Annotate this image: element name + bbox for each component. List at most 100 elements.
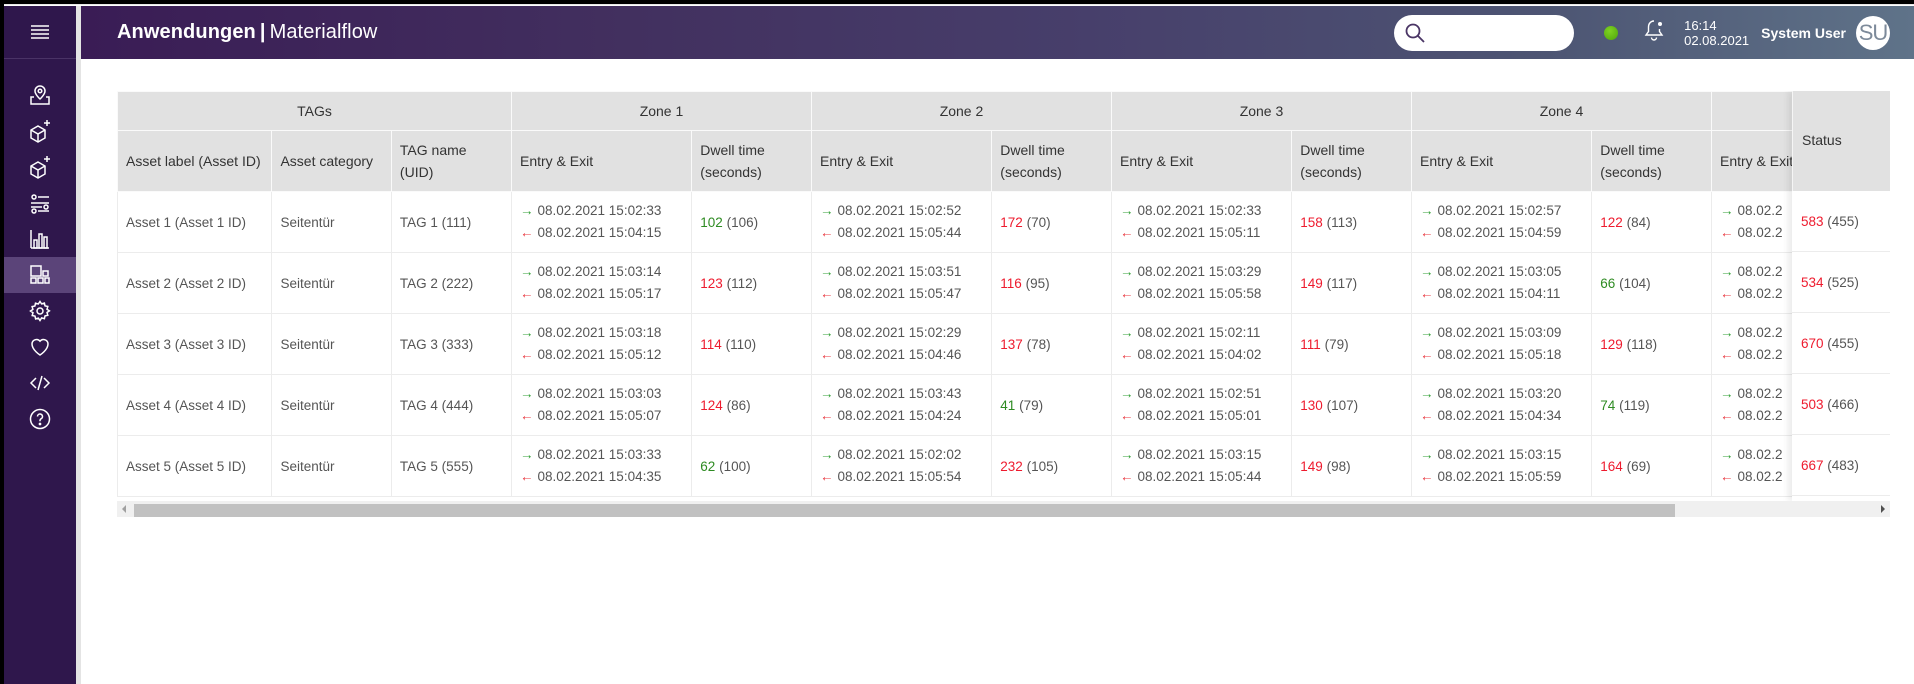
scroll-left-arrow-icon[interactable] xyxy=(122,505,126,513)
col-header-tag-name[interactable]: TAG name (UID) xyxy=(390,130,512,192)
cell-zone4-entry-exit: → 08.02.2021 15:02:57 ← 08.02.2021 15:04:59 xyxy=(1410,191,1593,253)
cell-zone4-dwell: 164 (69) xyxy=(1591,435,1712,497)
avatar[interactable]: SU xyxy=(1856,15,1890,50)
exit-time: ← 08.02.2021 15:05:54 xyxy=(820,466,983,488)
dwell-reference: (107) xyxy=(1326,397,1359,413)
column-header-row: Asset label (Asset ID) Asset category TA… xyxy=(117,130,1890,192)
sidebar-item-developer[interactable] xyxy=(4,365,76,401)
exit-arrow-icon: ← xyxy=(1419,225,1434,240)
sidebar-item-applications[interactable] xyxy=(4,257,76,293)
sidebar-item-filters[interactable] xyxy=(4,185,76,221)
menu-toggle-button[interactable] xyxy=(4,6,76,59)
notifications-button[interactable] xyxy=(1642,18,1666,47)
col-header-zone3-dwell[interactable]: Dwell time (seconds) xyxy=(1291,130,1412,192)
sidebar-nav xyxy=(4,77,76,437)
bell-icon xyxy=(1644,20,1664,41)
entry-time: → 08.02.2021 15:03:03 xyxy=(520,383,683,405)
dwell-header-line2: (seconds) xyxy=(1600,164,1662,180)
col-header-zone2-dwell[interactable]: Dwell time (seconds) xyxy=(991,130,1112,192)
cell-tag-name: TAG 1 (111) xyxy=(390,191,512,253)
sidebar-item-favorites[interactable] xyxy=(4,329,76,365)
exit-arrow-icon: ← xyxy=(1119,347,1134,362)
dwell-value: 137 xyxy=(1000,336,1023,352)
sidebar-item-settings[interactable] xyxy=(4,293,76,329)
dwell-reference: (78) xyxy=(1026,336,1051,352)
table-scroll-area[interactable]: TAGs Zone 1 Zone 2 Zone 3 Zone 4 Asset l… xyxy=(117,91,1890,501)
entry-arrow-icon: → xyxy=(1719,203,1734,218)
search-input[interactable] xyxy=(1432,24,1573,41)
sidebar-item-locations[interactable] xyxy=(4,77,76,113)
cell-zone1-dwell: 114 (110) xyxy=(691,313,812,375)
exit-timestamp: 08.02.2021 15:05:54 xyxy=(837,469,962,484)
dwell-value: 130 xyxy=(1300,397,1323,413)
bar-chart-icon xyxy=(30,230,49,249)
search-box[interactable] xyxy=(1394,14,1575,51)
status-value: 583 xyxy=(1801,213,1824,229)
cell-zone4-entry-exit: → 08.02.2021 15:03:15 ← 08.02.2021 15:05:59 xyxy=(1410,435,1593,497)
col-header-zone4-entry-exit[interactable]: Entry & Exit xyxy=(1410,130,1593,192)
sidebar-item-add-asset[interactable] xyxy=(4,113,76,149)
sidebar-item-add-tag[interactable] xyxy=(4,149,76,185)
cell-zone3-entry-exit: → 08.02.2021 15:02:33 ← 08.02.2021 15:05:11 xyxy=(1110,191,1293,253)
cell-zone1-entry-exit: → 08.02.2021 15:03:14 ← 08.02.2021 15:05:17 xyxy=(510,252,693,314)
entry-time: → 08.02.2021 15:02:51 xyxy=(1120,383,1283,405)
col-header-asset-label[interactable]: Asset label (Asset ID) xyxy=(117,130,273,192)
exit-arrow-icon: ← xyxy=(819,225,834,240)
entry-arrow-icon: → xyxy=(1719,264,1734,279)
app-window: Anwendungen | Materialflow 16:14 02.08.202… xyxy=(4,4,1914,684)
exit-timestamp: 08.02.2021 15:05:17 xyxy=(537,286,662,301)
col-header-zone1-entry-exit[interactable]: Entry & Exit xyxy=(510,130,693,192)
exit-timestamp: 08.02.2021 15:05:01 xyxy=(1137,408,1262,423)
cell-asset-label: Asset 5 (Asset 5 ID) xyxy=(117,435,273,497)
group-header-zone3: Zone 3 xyxy=(1110,91,1412,131)
cell-asset-label: Asset 4 (Asset 4 ID) xyxy=(117,374,273,436)
table-row[interactable]: Asset 3 (Asset 3 ID) Seitentür TAG 3 (333)… xyxy=(117,313,1890,375)
col-header-zone3-entry-exit[interactable]: Entry & Exit xyxy=(1110,130,1293,192)
group-header-zone1: Zone 1 xyxy=(510,91,812,131)
cell-asset-label: Asset 1 (Asset 1 ID) xyxy=(117,191,273,253)
table-row[interactable]: Asset 5 (Asset 5 ID) Seitentür TAG 5 (555)… xyxy=(117,435,1890,497)
sidebar-item-help[interactable] xyxy=(4,401,76,437)
exit-arrow-icon: ← xyxy=(1719,286,1734,301)
add-box-icon xyxy=(30,120,50,143)
cell-zone2-entry-exit: → 08.02.2021 15:02:52 ← 08.02.2021 15:05:44 xyxy=(810,191,993,253)
col-header-zone1-dwell[interactable]: Dwell time (seconds) xyxy=(691,130,812,192)
status-reference: (466) xyxy=(1827,396,1859,412)
entry-timestamp: 08.02.2021 15:02:33 xyxy=(1137,203,1262,218)
col-header-zone2-entry-exit[interactable]: Entry & Exit xyxy=(810,130,993,192)
dwell-value: 123 xyxy=(700,275,723,291)
exit-arrow-icon: ← xyxy=(1719,225,1734,240)
dwell-header-line1: Dwell time xyxy=(1600,142,1665,158)
user-name[interactable]: System User xyxy=(1761,24,1846,41)
col-header-status[interactable]: Status xyxy=(1792,91,1890,191)
scroll-right-arrow-icon[interactable] xyxy=(1881,505,1885,513)
dwell-header-line1: Dwell time xyxy=(700,142,765,158)
cell-zone1-entry-exit: → 08.02.2021 15:03:33 ← 08.02.2021 15:04:35 xyxy=(510,435,693,497)
entry-timestamp: 08.02.2021 15:03:51 xyxy=(837,264,962,279)
cell-zone2-entry-exit: → 08.02.2021 15:03:43 ← 08.02.2021 15:04:24 xyxy=(810,374,993,436)
exit-timestamp: 08.02.2 xyxy=(1737,408,1783,423)
table-row[interactable]: Asset 2 (Asset 2 ID) Seitentür TAG 2 (222)… xyxy=(117,252,1890,314)
entry-timestamp: 08.02.2021 15:02:57 xyxy=(1437,203,1562,218)
exit-arrow-icon: ← xyxy=(519,225,534,240)
entry-timestamp: 08.02.2021 15:03:29 xyxy=(1137,264,1262,279)
entry-arrow-icon: → xyxy=(1419,447,1434,462)
exit-time: ← 08.02.2021 15:04:24 xyxy=(820,405,983,427)
exit-timestamp: 08.02.2021 15:05:59 xyxy=(1437,469,1562,484)
exit-time: ← 08.02.2021 15:05:11 xyxy=(1120,222,1283,244)
col-header-asset-category[interactable]: Asset category xyxy=(271,130,392,192)
exit-timestamp: 08.02.2 xyxy=(1737,469,1783,484)
col-header-zone4-dwell[interactable]: Dwell time (seconds) xyxy=(1591,130,1712,192)
materialflow-table: TAGs Zone 1 Zone 2 Zone 3 Zone 4 Asset l… xyxy=(117,91,1890,497)
exit-arrow-icon: ← xyxy=(1119,408,1134,423)
entry-arrow-icon: → xyxy=(1419,264,1434,279)
entry-time: → 08.02.2021 15:03:14 xyxy=(520,261,683,283)
table-row[interactable]: Asset 1 (Asset 1 ID) Seitentür TAG 1 (111)… xyxy=(117,191,1890,253)
clock-date: 02.08.2021 xyxy=(1684,32,1750,48)
horizontal-scrollbar[interactable] xyxy=(117,501,1890,517)
entry-time: → 08.02.2 xyxy=(1720,383,1881,405)
table-row[interactable]: Asset 4 (Asset 4 ID) Seitentür TAG 4 (444)… xyxy=(117,374,1890,436)
dwell-reference: (104) xyxy=(1619,275,1651,291)
sidebar-item-analytics[interactable] xyxy=(4,221,76,257)
scrollbar-thumb[interactable] xyxy=(134,504,1675,517)
